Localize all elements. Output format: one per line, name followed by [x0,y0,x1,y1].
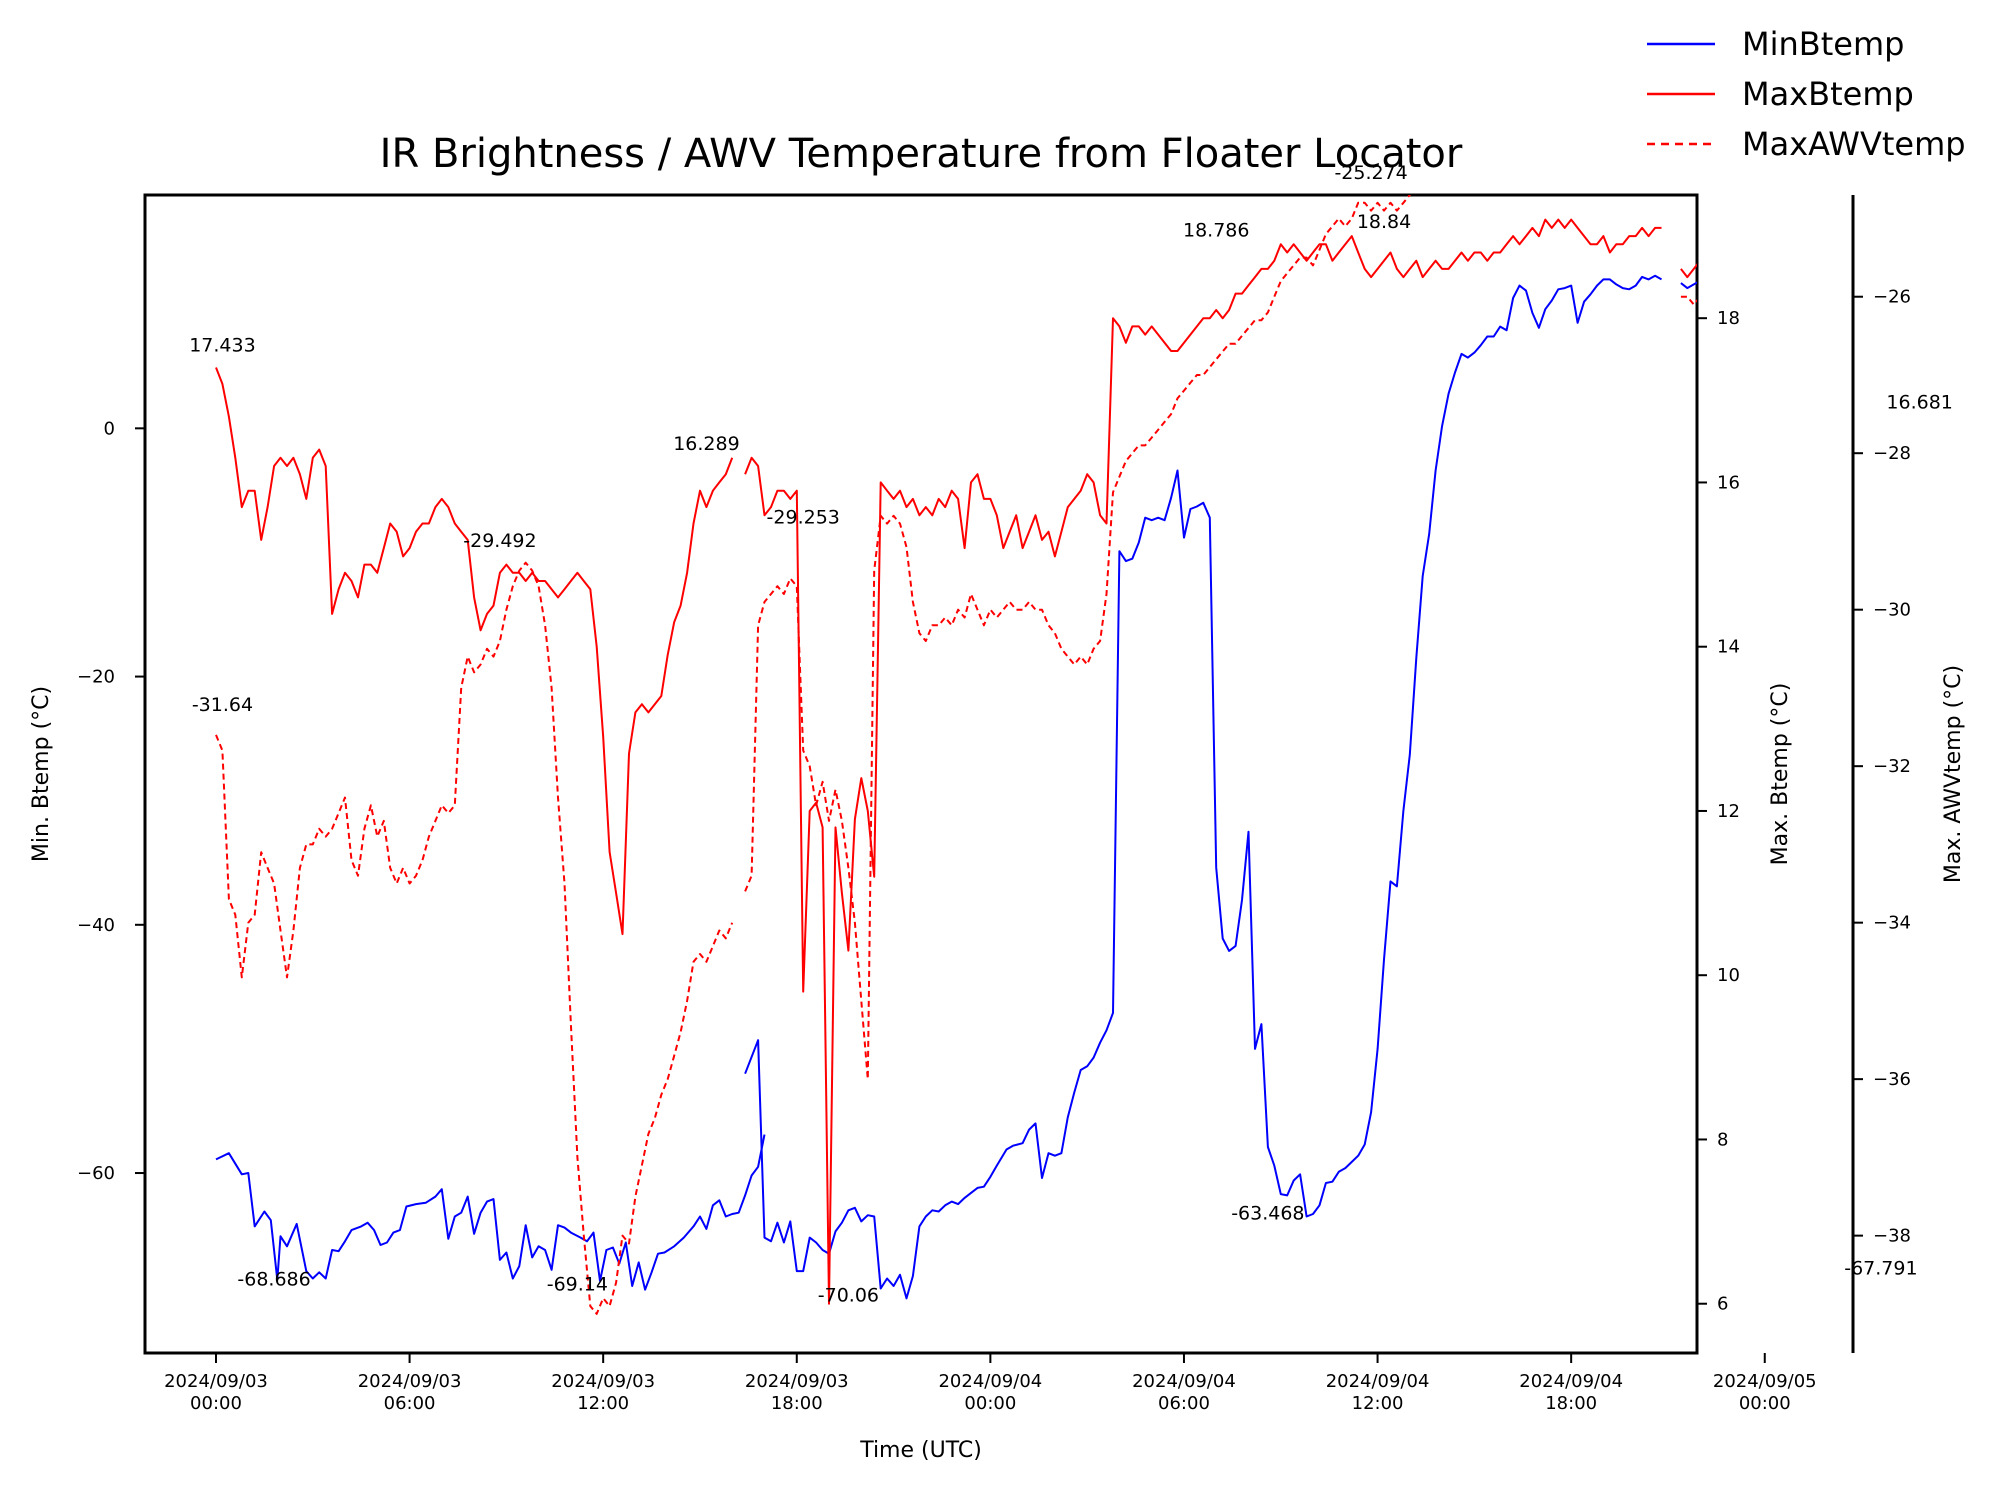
y-right2-tick-label: −38 [1873,1226,1911,1247]
data-label: -67.791 [1844,1257,1917,1279]
y-right1-tick-label: 8 [1717,1129,1728,1150]
x-tick-label: 2024/09/04 [1519,1371,1623,1392]
x-tick-label: 00:00 [190,1393,242,1414]
y-left-tick-label: −40 [77,915,115,936]
annotations: 17.433 -31.64 -68.686 -29.492 -69.14 16.289 -2… [189,162,1953,1306]
y-right2-tick-label: −34 [1873,913,1911,934]
y-right1-tick-label: 18 [1717,308,1740,329]
x-tick-label: 2024/09/04 [1326,1371,1430,1392]
data-label: 17.433 [189,334,255,356]
data-label: 18.84 [1357,211,1411,233]
series-maxawvtemp [215,195,1697,1315]
data-label: 16.681 [1886,392,1952,414]
x-axis-label: Time (UTC) [859,1438,982,1463]
series-line-maxawvtemp-segment-3 [1680,295,1697,306]
y-left-axis-label: Min. Btemp (°C) [29,686,54,862]
y-right1-tick-label: 14 [1717,637,1740,658]
series-maxbtemp [215,218,1697,1305]
series-line-minbtemp-segment-1 [215,1134,766,1291]
plot-frame [143,193,1699,1355]
series-line-maxbtemp-segment-1 [215,367,734,936]
series-line-maxbtemp-segment-3 [1680,263,1697,279]
y-right2-axis-label: Max. AWVtemp (°C) [1941,665,1966,883]
series-line-maxawvtemp-segment-1 [215,561,734,1315]
x-tick-label: 18:00 [771,1393,823,1414]
y-right1-tick-label: 10 [1717,965,1740,986]
x-tick-label: 2024/09/05 [1713,1371,1817,1392]
legend-label-maxbtemp: MaxBtemp [1742,75,1914,113]
y-right2-tick-label: −36 [1873,1069,1911,1090]
x-tick-label: 2024/09/03 [358,1371,462,1392]
y-right2-tick-label: −30 [1873,600,1911,621]
series-line-maxbtemp-segment-2 [744,218,1662,1305]
x-tick-label: 18:00 [1545,1393,1597,1414]
data-label: -68.686 [237,1268,310,1290]
data-label: -29.253 [767,506,840,528]
x-tick-label: 2024/09/04 [938,1371,1042,1392]
y-right2-tick-label: −26 [1873,287,1911,308]
x-tick-label: 00:00 [964,1393,1016,1414]
y-left-tick-label: −60 [77,1163,115,1184]
data-label: -31.64 [192,694,253,716]
x-tick-label: 06:00 [384,1393,436,1414]
y-right1-tick-label: 16 [1717,472,1740,493]
x-tick-label: 06:00 [1158,1393,1210,1414]
y-right2-tick-label: −32 [1873,756,1911,777]
x-tick-label: 2024/09/03 [745,1371,849,1392]
axes-layer: 2024/09/0300:002024/09/0306:002024/09/03… [29,195,1966,1414]
chart-title: IR Brightness / AWV Temperature from Flo… [380,131,1463,177]
x-tick-label: 12:00 [1352,1393,1404,1414]
legend: MinBtemp MaxBtemp MaxAWVtemp [1647,25,1966,163]
x-tick-label: 12:00 [577,1393,629,1414]
y-left-tick-label: 0 [104,418,115,439]
x-tick-label: 2024/09/04 [1132,1371,1236,1392]
y-right1-tick-label: 6 [1717,1294,1728,1315]
y-right1-tick-label: 12 [1717,801,1740,822]
legend-label-maxawvtemp: MaxAWVtemp [1742,125,1966,163]
data-label: -63.468 [1231,1203,1304,1225]
x-tick-label: 2024/09/03 [551,1371,655,1392]
series-line-minbtemp-segment-2 [744,274,1663,1300]
series-minbtemp [215,274,1697,1300]
data-label: -29.492 [463,530,536,552]
plot-border [143,193,1699,1355]
y-left-tick-label: −20 [77,667,115,688]
data-label: -25.274 [1334,162,1407,184]
y-right1-axis-label: Max. Btemp (°C) [1768,683,1793,866]
series-layer [215,195,1697,1315]
data-label: 16.289 [673,433,739,455]
data-label: -70.06 [818,1285,879,1307]
x-tick-label: 2024/09/03 [164,1371,268,1392]
data-label: -69.14 [547,1273,608,1295]
x-tick-label: 00:00 [1739,1393,1791,1414]
data-label: 18.786 [1183,219,1249,241]
legend-label-minbtemp: MinBtemp [1742,25,1904,63]
y-right2-tick-label: −28 [1873,443,1911,464]
